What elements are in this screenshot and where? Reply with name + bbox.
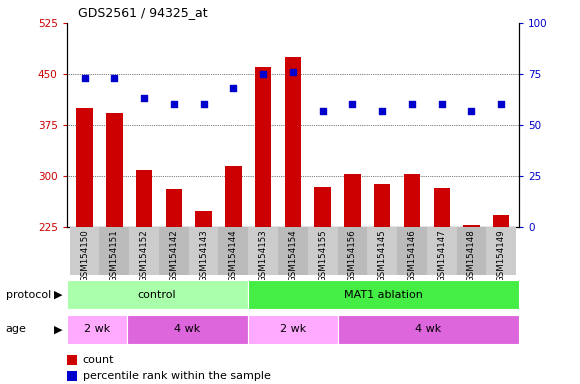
Bar: [166, 189, 182, 379]
Bar: [67, 315, 127, 344]
Point: [348, 101, 357, 108]
Text: count: count: [82, 355, 114, 365]
Text: GSM154149: GSM154149: [496, 229, 506, 281]
Point: [318, 108, 327, 114]
Bar: [99, 227, 129, 275]
Bar: [136, 170, 153, 379]
Bar: [456, 227, 487, 275]
Text: GSM154146: GSM154146: [408, 229, 416, 282]
Bar: [159, 227, 188, 275]
Bar: [338, 315, 519, 344]
Bar: [77, 108, 93, 379]
Bar: [219, 227, 248, 275]
Bar: [285, 57, 301, 379]
Bar: [188, 227, 219, 275]
Bar: [374, 184, 390, 379]
Point: [496, 101, 506, 108]
Point: [139, 95, 148, 101]
Point: [169, 101, 179, 108]
Bar: [67, 355, 77, 365]
Text: GSM154142: GSM154142: [169, 229, 178, 282]
Bar: [248, 315, 338, 344]
Bar: [487, 227, 516, 275]
Text: 4 wk: 4 wk: [174, 324, 201, 334]
Text: control: control: [138, 290, 176, 300]
Text: GSM154145: GSM154145: [378, 229, 387, 282]
Text: GSM154144: GSM154144: [229, 229, 238, 282]
Bar: [255, 67, 271, 379]
Bar: [493, 215, 509, 379]
Point: [288, 69, 298, 75]
Bar: [397, 227, 427, 275]
Text: GSM154154: GSM154154: [288, 229, 298, 282]
Text: ▶: ▶: [54, 324, 62, 334]
Text: GSM154155: GSM154155: [318, 229, 327, 282]
Text: GDS2561 / 94325_at: GDS2561 / 94325_at: [78, 6, 208, 19]
Bar: [106, 113, 122, 379]
Bar: [67, 371, 77, 381]
Bar: [195, 211, 212, 379]
Point: [378, 108, 387, 114]
Bar: [345, 174, 361, 379]
Text: protocol: protocol: [6, 290, 51, 300]
Bar: [70, 227, 99, 275]
Text: GSM154152: GSM154152: [140, 229, 148, 282]
Bar: [129, 227, 159, 275]
Text: GSM154153: GSM154153: [259, 229, 267, 282]
Point: [229, 85, 238, 91]
Bar: [367, 227, 397, 275]
Bar: [248, 227, 278, 275]
Bar: [433, 188, 450, 379]
Bar: [248, 280, 519, 309]
Point: [80, 75, 89, 81]
Point: [467, 108, 476, 114]
Text: 2 wk: 2 wk: [84, 324, 110, 334]
Text: MAT1 ablation: MAT1 ablation: [344, 290, 423, 300]
Point: [110, 75, 119, 81]
Bar: [427, 227, 456, 275]
Point: [259, 71, 268, 77]
Bar: [278, 227, 308, 275]
Text: age: age: [6, 324, 27, 334]
Bar: [308, 227, 338, 275]
Bar: [225, 166, 241, 379]
Bar: [127, 315, 248, 344]
Text: GSM154148: GSM154148: [467, 229, 476, 282]
Point: [407, 101, 416, 108]
Text: ▶: ▶: [54, 290, 62, 300]
Bar: [463, 225, 480, 379]
Point: [199, 101, 208, 108]
Text: GSM154150: GSM154150: [80, 229, 89, 282]
Bar: [404, 174, 420, 379]
Bar: [314, 187, 331, 379]
Text: GSM154151: GSM154151: [110, 229, 119, 282]
Point: [437, 101, 447, 108]
Text: 2 wk: 2 wk: [280, 324, 306, 334]
Text: GSM154143: GSM154143: [199, 229, 208, 282]
Text: GSM154156: GSM154156: [348, 229, 357, 282]
Text: percentile rank within the sample: percentile rank within the sample: [82, 371, 270, 381]
Bar: [338, 227, 367, 275]
Text: GSM154147: GSM154147: [437, 229, 446, 282]
Bar: [67, 280, 248, 309]
Text: 4 wk: 4 wk: [415, 324, 442, 334]
